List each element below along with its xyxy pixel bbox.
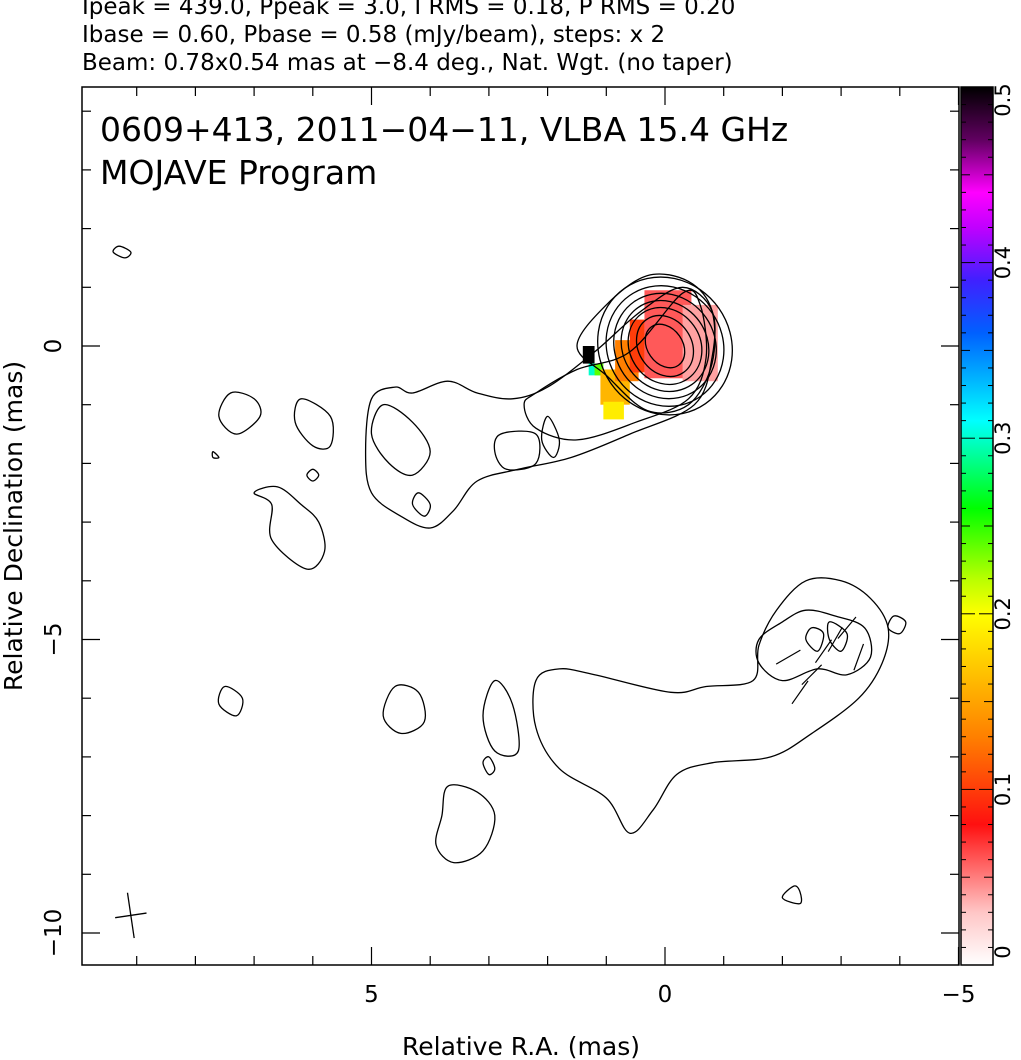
contour-line bbox=[532, 577, 890, 834]
x-tick-label: −5 bbox=[942, 982, 976, 1008]
y-tick-label: −10 bbox=[41, 909, 67, 958]
x-tick-label: 5 bbox=[364, 982, 379, 1008]
colorbar-tick-label: 0.1 bbox=[991, 773, 1015, 806]
colorbar-tick-label: 0.3 bbox=[991, 421, 1015, 454]
contour-line bbox=[540, 415, 561, 459]
contour-line bbox=[306, 468, 320, 482]
contour-line bbox=[211, 451, 220, 459]
pol-vector bbox=[837, 616, 857, 639]
pol-vector bbox=[791, 680, 809, 705]
y-tick-label: 0 bbox=[41, 339, 67, 354]
contour-line bbox=[112, 245, 132, 259]
x-tick-label: 0 bbox=[658, 982, 673, 1008]
y-tick-label: −5 bbox=[41, 623, 67, 657]
contour-line bbox=[382, 684, 426, 735]
contour-line bbox=[364, 286, 716, 529]
contour-line bbox=[435, 784, 496, 864]
total-intensity-contours bbox=[112, 245, 907, 905]
y-axis-label: Relative Declination (mas) bbox=[0, 361, 28, 691]
contour-line bbox=[887, 615, 907, 635]
colorbar-tick-label: 0.5 bbox=[991, 83, 1015, 116]
header-beam-line: Beam: 0.78x0.54 mas at −8.4 deg., Nat. W… bbox=[82, 50, 733, 76]
colorbar-tick-label: 0.2 bbox=[991, 597, 1015, 630]
contour-line bbox=[370, 403, 431, 477]
pol-vector bbox=[801, 664, 823, 686]
pol-pixel bbox=[582, 346, 595, 364]
pol-vector bbox=[814, 639, 833, 664]
colorbar-tick-label: 0 bbox=[991, 945, 1015, 958]
contour-line bbox=[411, 492, 432, 517]
chart-title: 0609+413, 2011−04−11, VLBA 15.4 GHz bbox=[100, 110, 788, 149]
beam-minor-axis bbox=[115, 912, 147, 919]
contour-line bbox=[482, 679, 520, 757]
header-base-line: Ibase = 0.60, Pbase = 0.58 (mJy/beam), s… bbox=[82, 22, 666, 48]
contour-line bbox=[493, 430, 541, 471]
contour-line bbox=[805, 626, 825, 652]
contour-line bbox=[253, 485, 326, 570]
core-contour bbox=[620, 299, 710, 393]
pol-vector bbox=[775, 649, 801, 665]
x-axis-label: Relative R.A. (mas) bbox=[402, 1032, 640, 1060]
header-stats-line: Ipeak = 439.0, Ppeak = 3.0, I RMS = 0.18… bbox=[82, 0, 736, 20]
contour-line bbox=[781, 885, 803, 905]
pol-vector bbox=[853, 643, 865, 671]
colorbar-tick-label: 0.4 bbox=[991, 246, 1015, 279]
beam-symbol bbox=[115, 892, 147, 939]
colorbar-ticks: 0 0.1 0.2 0.3 0.4 0.5 bbox=[961, 83, 1015, 966]
contour-line bbox=[293, 398, 334, 450]
contour-line bbox=[482, 756, 496, 776]
contour-line bbox=[755, 609, 873, 682]
contour-line bbox=[826, 621, 849, 652]
contour-line bbox=[217, 685, 244, 717]
axis-ticks: 5 0 −5 0 −5 −10 bbox=[41, 87, 975, 1008]
pol-pixel bbox=[603, 401, 624, 420]
core-contour bbox=[644, 323, 686, 369]
pol-vector bbox=[827, 627, 843, 652]
core-contour bbox=[627, 306, 703, 386]
contour-line bbox=[523, 289, 708, 441]
chart-subtitle: MOJAVE Program bbox=[100, 153, 377, 192]
contour-line bbox=[218, 391, 262, 435]
polarization-vectors bbox=[775, 616, 865, 705]
plot-frame bbox=[81, 86, 960, 966]
core-contour bbox=[635, 314, 695, 378]
